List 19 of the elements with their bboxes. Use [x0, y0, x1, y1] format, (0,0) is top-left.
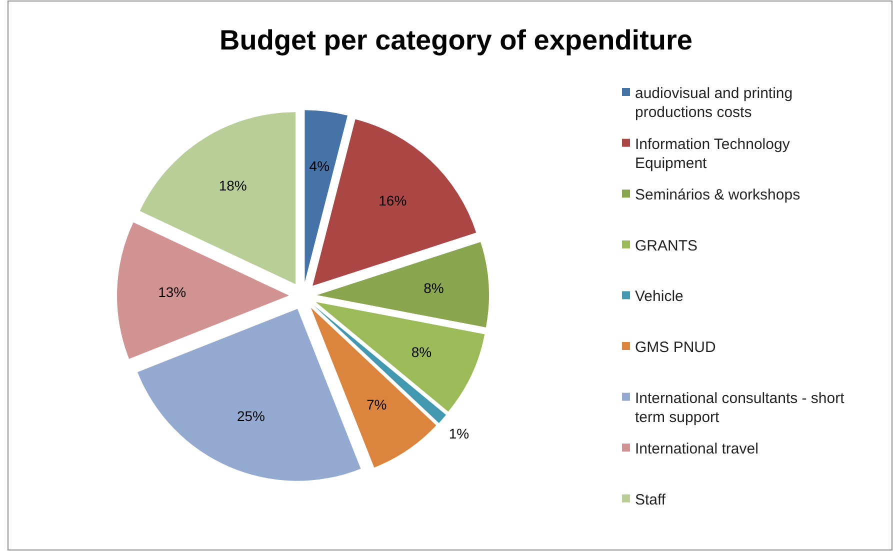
- legend-label: GMS PNUD: [635, 338, 716, 356]
- chart-title: Budget per category of expenditure: [220, 24, 692, 56]
- legend-label: International travel: [635, 440, 758, 458]
- data-label: 18%: [218, 177, 247, 194]
- legend-label: audiovisual and printing productions costs: [635, 84, 793, 120]
- data-label: 4%: [309, 158, 330, 174]
- data-label: 13%: [158, 284, 186, 300]
- data-label: 25%: [236, 408, 266, 424]
- legend-label: Vehicle: [635, 288, 684, 305]
- data-label: 7%: [366, 396, 387, 412]
- legend-label: GRANTS: [635, 236, 698, 254]
- data-label: 16%: [378, 192, 407, 209]
- legend-label: Information Technology Equipment: [635, 135, 790, 172]
- data-label: 8%: [424, 280, 444, 296]
- legend-label: International consultants - short term support: [635, 389, 846, 426]
- data-label: 8%: [411, 344, 432, 360]
- data-label: 1%: [448, 426, 470, 442]
- legend-label: Seminários & workshops: [635, 186, 800, 204]
- legend-label: Staff: [635, 490, 666, 508]
